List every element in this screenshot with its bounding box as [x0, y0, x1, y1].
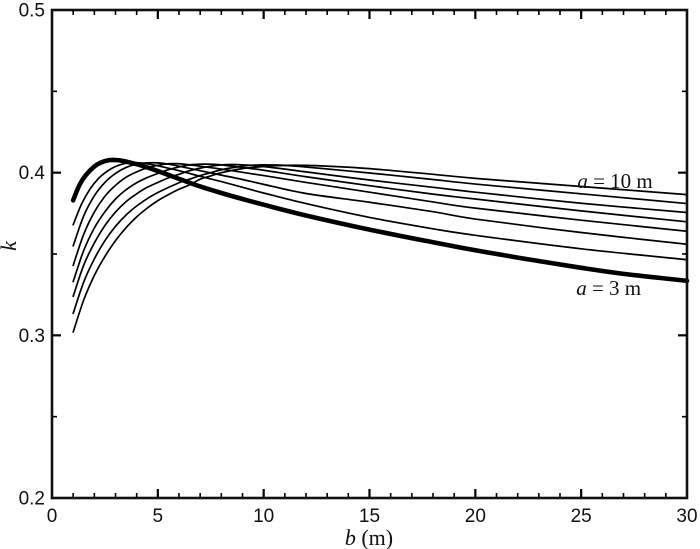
curve-a-8: [72, 163, 688, 298]
curve-label: a = 3 m: [576, 276, 641, 300]
y-tick-label: 0.5: [19, 1, 45, 22]
x-tick-label: 15: [359, 506, 380, 527]
curve-labels-layer: a = 10 ma = 3 m: [576, 169, 653, 300]
curve-a-5: [72, 161, 688, 247]
x-axis-label: b (m): [345, 525, 393, 549]
curve-label: a = 10 m: [577, 169, 652, 193]
x-axis-variable: b: [345, 525, 356, 549]
x-tick-label: 5: [153, 506, 164, 527]
x-tick-label: 20: [465, 506, 486, 527]
y-tick-label: 0.4: [19, 163, 46, 184]
curve-a-7: [72, 163, 688, 283]
y-tick-label: 0.3: [19, 326, 45, 347]
curve-label-variable: a: [576, 276, 587, 300]
curves-layer: [70, 157, 690, 333]
x-axis-unit: (m): [356, 525, 393, 549]
x-tick-label: 25: [571, 506, 592, 527]
curve-a-3: [70, 157, 690, 284]
curve-label-variable: a: [577, 169, 588, 193]
y-tick-label: 0.2: [19, 489, 45, 510]
ticks-layer: [52, 10, 687, 498]
curve-a-9: [72, 164, 688, 315]
x-tick-label: 10: [253, 506, 274, 527]
plot-frame: [50, 8, 689, 500]
curve-a-4: [72, 161, 688, 261]
curve-label-rest: = 10 m: [588, 169, 653, 193]
x-tick-label: 30: [676, 506, 697, 527]
y-axis-label: k: [0, 240, 21, 251]
curve-label-rest: = 3 m: [587, 276, 641, 300]
x-tick-label: 0: [47, 506, 58, 527]
curve-a-10: [72, 164, 688, 333]
tick-labels-layer: 0 5 10 15 20 25 30 0.2 0.3 0.4 0.5: [19, 1, 698, 528]
